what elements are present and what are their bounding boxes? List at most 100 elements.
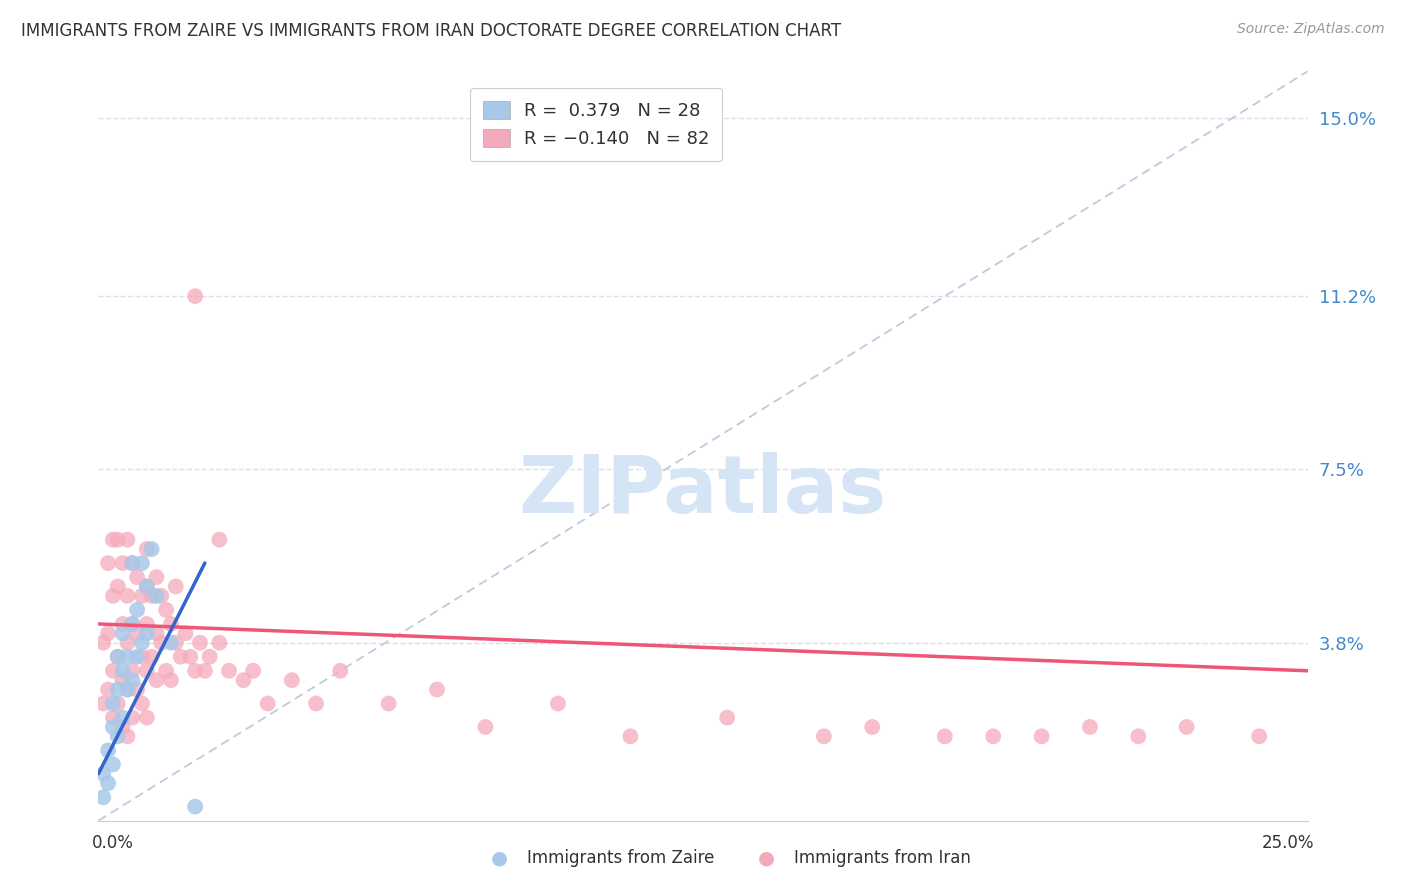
- Point: [97, 556, 120, 570]
- Text: 0.0%: 0.0%: [91, 834, 134, 852]
- Point: [208, 635, 231, 649]
- Point: [165, 635, 187, 649]
- Point: [101, 720, 124, 734]
- Point: [981, 730, 1004, 744]
- Point: [101, 533, 124, 547]
- Point: [155, 664, 177, 678]
- Point: [716, 710, 738, 724]
- Point: [101, 589, 124, 603]
- Point: [150, 589, 173, 603]
- Point: [117, 649, 139, 664]
- Point: [101, 757, 124, 772]
- Point: [145, 589, 167, 603]
- Point: [111, 710, 134, 724]
- Text: IMMIGRANTS FROM ZAIRE VS IMMIGRANTS FROM IRAN DOCTORATE DEGREE CORRELATION CHART: IMMIGRANTS FROM ZAIRE VS IMMIGRANTS FROM…: [21, 22, 841, 40]
- Point: [91, 790, 114, 805]
- Text: Source: ZipAtlas.com: Source: ZipAtlas.com: [1237, 22, 1385, 37]
- Point: [97, 776, 120, 790]
- Point: [141, 541, 163, 557]
- Point: [117, 730, 139, 744]
- Point: [329, 664, 352, 678]
- Point: [131, 589, 153, 603]
- Point: [174, 626, 197, 640]
- Point: [934, 730, 956, 744]
- Point: [160, 673, 183, 688]
- Point: [121, 556, 143, 570]
- Point: [121, 673, 143, 688]
- Point: [127, 649, 149, 664]
- Point: [377, 697, 399, 711]
- Point: [150, 635, 173, 649]
- Point: [160, 635, 183, 649]
- Point: [426, 682, 449, 697]
- Point: [91, 635, 114, 649]
- Point: [97, 626, 120, 640]
- Point: [101, 664, 124, 678]
- Point: [184, 289, 207, 303]
- Point: [127, 570, 149, 584]
- Point: [145, 673, 167, 688]
- Point: [305, 697, 328, 711]
- Point: [131, 556, 153, 570]
- Point: [1128, 730, 1150, 744]
- Point: [121, 617, 143, 632]
- Point: [198, 649, 221, 664]
- Point: [135, 580, 157, 594]
- Point: [111, 626, 134, 640]
- Text: ●: ●: [758, 848, 775, 868]
- Point: [117, 682, 139, 697]
- Point: [97, 682, 120, 697]
- Point: [155, 603, 177, 617]
- Text: ●: ●: [491, 848, 508, 868]
- Point: [145, 626, 167, 640]
- Text: 25.0%: 25.0%: [1263, 834, 1315, 852]
- Point: [111, 664, 134, 678]
- Point: [184, 799, 207, 814]
- Point: [135, 617, 157, 632]
- Point: [188, 635, 211, 649]
- Point: [107, 649, 129, 664]
- Text: ZIPatlas: ZIPatlas: [519, 452, 887, 530]
- Point: [107, 533, 129, 547]
- Point: [131, 649, 153, 664]
- Point: [111, 720, 134, 734]
- Point: [547, 697, 569, 711]
- Point: [111, 556, 134, 570]
- Point: [1249, 730, 1271, 744]
- Point: [107, 682, 129, 697]
- Point: [127, 626, 149, 640]
- Point: [97, 743, 120, 757]
- Point: [619, 730, 641, 744]
- Point: [160, 617, 183, 632]
- Point: [141, 649, 163, 664]
- Point: [141, 589, 163, 603]
- Point: [121, 710, 143, 724]
- Point: [242, 664, 264, 678]
- Point: [1031, 730, 1053, 744]
- Point: [107, 730, 129, 744]
- Point: [91, 767, 114, 781]
- Point: [127, 603, 149, 617]
- Point: [256, 697, 278, 711]
- Point: [1175, 720, 1198, 734]
- Point: [131, 697, 153, 711]
- Point: [117, 682, 139, 697]
- Point: [121, 617, 143, 632]
- Point: [135, 626, 157, 640]
- Point: [165, 580, 187, 594]
- Point: [107, 580, 129, 594]
- Point: [111, 673, 134, 688]
- Point: [121, 556, 143, 570]
- Point: [194, 664, 217, 678]
- Point: [169, 649, 191, 664]
- Point: [145, 570, 167, 584]
- Point: [813, 730, 835, 744]
- Legend: R =  0.379   N = 28, R = −0.140   N = 82: R = 0.379 N = 28, R = −0.140 N = 82: [470, 88, 723, 161]
- Point: [91, 697, 114, 711]
- Point: [127, 682, 149, 697]
- Point: [281, 673, 304, 688]
- Point: [1078, 720, 1101, 734]
- Point: [101, 697, 124, 711]
- Point: [135, 710, 157, 724]
- Point: [184, 664, 207, 678]
